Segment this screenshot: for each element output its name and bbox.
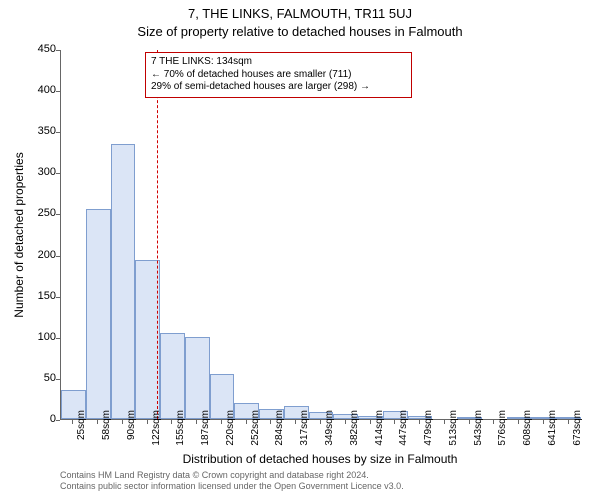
y-tick-mark	[56, 297, 60, 298]
annotation-line: 29% of semi-detached houses are larger (…	[151, 81, 406, 94]
x-tick-mark	[469, 420, 470, 424]
x-tick-mark	[493, 420, 494, 424]
chart-subtitle: Size of property relative to detached ho…	[0, 24, 600, 39]
annotation-box: 7 THE LINKS: 134sqm← 70% of detached hou…	[145, 52, 412, 98]
y-tick-label: 100	[30, 331, 56, 343]
x-tick-mark	[122, 420, 123, 424]
y-tick-mark	[56, 50, 60, 51]
x-tick-label: 479sqm	[423, 410, 434, 450]
y-tick-mark	[56, 91, 60, 92]
y-tick-label: 350	[30, 125, 56, 137]
y-tick-label: 400	[30, 84, 56, 96]
y-tick-mark	[56, 379, 60, 380]
x-tick-mark	[345, 420, 346, 424]
x-tick-label: 187sqm	[200, 410, 211, 450]
x-tick-mark	[246, 420, 247, 424]
x-tick-label: 349sqm	[324, 410, 335, 450]
x-axis-label: Distribution of detached houses by size …	[60, 452, 580, 466]
x-tick-label: 252sqm	[250, 410, 261, 450]
x-tick-mark	[196, 420, 197, 424]
x-tick-mark	[72, 420, 73, 424]
annotation-line: ← 70% of detached houses are smaller (71…	[151, 69, 406, 82]
chart-main-title: 7, THE LINKS, FALMOUTH, TR11 5UJ	[0, 6, 600, 21]
y-axis-label: Number of detached properties	[12, 50, 26, 420]
x-tick-label: 25sqm	[76, 410, 87, 450]
reference-line	[157, 50, 158, 419]
x-tick-mark	[171, 420, 172, 424]
y-tick-label: 250	[30, 207, 56, 219]
x-tick-label: 543sqm	[473, 410, 484, 450]
y-tick-label: 0	[30, 413, 56, 425]
y-tick-mark	[56, 256, 60, 257]
x-tick-mark	[444, 420, 445, 424]
footer-line-1: Contains HM Land Registry data © Crown c…	[60, 470, 580, 481]
histogram-bar	[185, 337, 210, 419]
y-tick-label: 50	[30, 372, 56, 384]
x-tick-mark	[568, 420, 569, 424]
x-tick-label: 284sqm	[274, 410, 285, 450]
page-root: 7, THE LINKS, FALMOUTH, TR11 5UJ Size of…	[0, 0, 600, 500]
x-tick-label: 576sqm	[497, 410, 508, 450]
x-tick-label: 58sqm	[101, 410, 112, 450]
x-tick-label: 414sqm	[374, 410, 385, 450]
y-tick-label: 450	[30, 43, 56, 55]
histogram-bar	[111, 144, 136, 419]
y-tick-mark	[56, 173, 60, 174]
x-tick-label: 447sqm	[398, 410, 409, 450]
x-tick-label: 382sqm	[349, 410, 360, 450]
x-tick-mark	[419, 420, 420, 424]
y-tick-label: 300	[30, 166, 56, 178]
x-tick-mark	[370, 420, 371, 424]
x-tick-mark	[97, 420, 98, 424]
footer-attribution: Contains HM Land Registry data © Crown c…	[60, 470, 580, 492]
y-tick-mark	[56, 420, 60, 421]
x-tick-mark	[320, 420, 321, 424]
x-tick-mark	[147, 420, 148, 424]
x-tick-label: 641sqm	[547, 410, 558, 450]
x-tick-mark	[543, 420, 544, 424]
y-tick-mark	[56, 132, 60, 133]
footer-line-2: Contains public sector information licen…	[60, 481, 580, 492]
x-tick-mark	[221, 420, 222, 424]
annotation-line: 7 THE LINKS: 134sqm	[151, 56, 406, 69]
histogram-bar	[86, 209, 111, 419]
x-tick-label: 513sqm	[448, 410, 459, 450]
plot-area	[60, 50, 580, 420]
y-tick-label: 200	[30, 249, 56, 261]
x-tick-label: 155sqm	[175, 410, 186, 450]
y-tick-label: 150	[30, 290, 56, 302]
x-tick-mark	[518, 420, 519, 424]
histogram-bar	[160, 333, 185, 419]
x-tick-mark	[270, 420, 271, 424]
x-tick-label: 90sqm	[126, 410, 137, 450]
x-tick-mark	[295, 420, 296, 424]
x-tick-label: 220sqm	[225, 410, 236, 450]
x-tick-label: 673sqm	[572, 410, 583, 450]
x-tick-label: 122sqm	[151, 410, 162, 450]
x-tick-mark	[394, 420, 395, 424]
y-tick-mark	[56, 214, 60, 215]
y-tick-mark	[56, 338, 60, 339]
x-tick-label: 317sqm	[299, 410, 310, 450]
x-tick-label: 608sqm	[522, 410, 533, 450]
